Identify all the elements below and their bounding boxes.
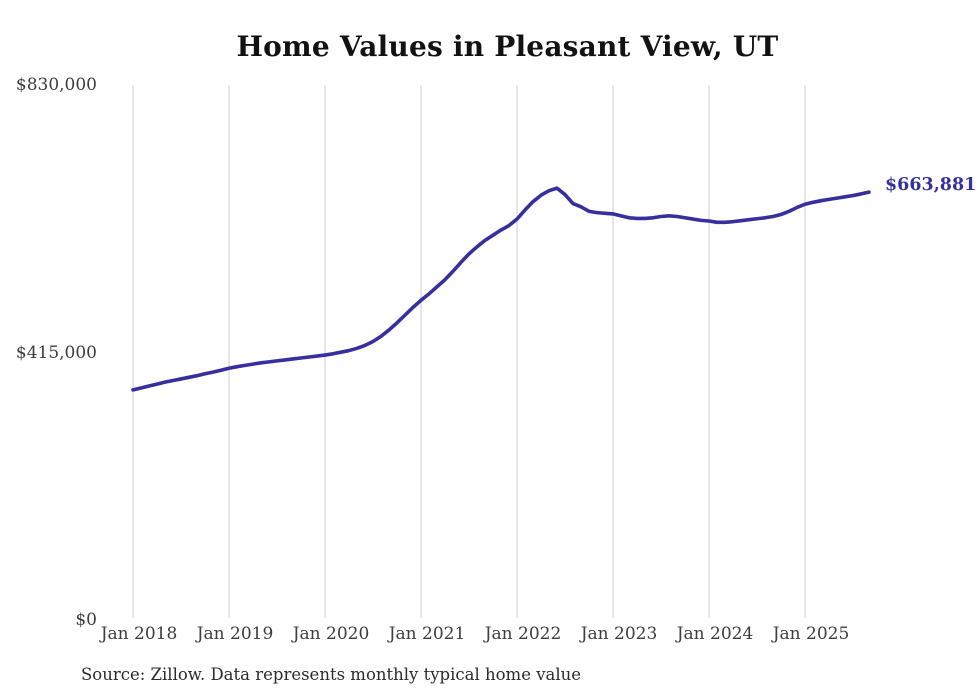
home-value-line-series: [131, 186, 871, 392]
latest-value-label: $663,881: [885, 175, 977, 196]
x-tick-label: Jan 2024: [676, 624, 754, 644]
x-tick-label: Jan 2025: [772, 624, 850, 644]
year-gridlines: [132, 85, 806, 618]
x-tick-label: Jan 2021: [388, 624, 466, 644]
x-tick-label: Jan 2020: [292, 624, 370, 644]
chart-title: Home Values in Pleasant View, UT: [236, 30, 779, 63]
y-tick-label: $415,000: [15, 342, 97, 363]
x-tick-label: Jan 2019: [196, 624, 274, 644]
source-note: Source: Zillow. Data represents monthly …: [81, 665, 582, 684]
y-tick-label: $0: [75, 610, 97, 630]
x-tick-label: Jan 2018: [100, 624, 178, 644]
x-tick-label: Jan 2022: [484, 624, 562, 644]
y-tick-label: $830,000: [15, 75, 97, 95]
x-tick-label: Jan 2023: [580, 624, 658, 644]
